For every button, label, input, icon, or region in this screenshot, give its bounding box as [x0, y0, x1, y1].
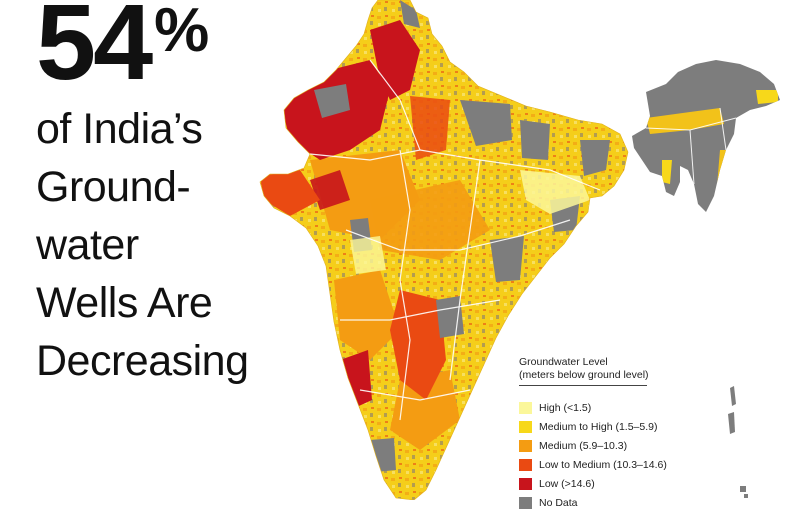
legend-label: No Data [539, 496, 578, 509]
subtitle-line: Wells Are [36, 279, 213, 327]
legend-item: Low to Medium (10.3–14.6) [519, 455, 779, 474]
legend-item: Medium (5.9–10.3) [519, 436, 779, 455]
legend-item: No Data [519, 493, 779, 512]
legend-swatch [519, 420, 532, 433]
stat-symbol: % [154, 0, 210, 65]
subtitle-line: Decreasing [36, 337, 249, 385]
legend-item: Medium to High (1.5–5.9) [519, 417, 779, 436]
headline-subtitle: of India’s Ground- water Wells Are Decre… [36, 100, 286, 390]
map-legend: Groundwater Level (meters below ground l… [519, 356, 779, 512]
stat-value: 54% [36, 0, 286, 96]
subtitle-line: water [36, 221, 139, 269]
legend-swatch [519, 439, 532, 452]
legend-swatch [519, 496, 532, 509]
subtitle-line: Ground- [36, 163, 191, 211]
island-groups [728, 386, 748, 498]
legend-item: Low (>14.6) [519, 474, 779, 493]
subtitle-line: of India’s [36, 105, 203, 153]
northeast-region [632, 60, 780, 212]
mainland-outline [259, 0, 629, 500]
legend-title: Groundwater Level (meters below ground l… [519, 356, 779, 382]
legend-divider [519, 385, 647, 386]
legend-label: Medium to High (1.5–5.9) [539, 420, 658, 433]
legend-label: Medium (5.9–10.3) [539, 439, 628, 452]
legend-items: High (<1.5) Medium to High (1.5–5.9) Med… [519, 398, 779, 512]
stat-number: 54 [36, 0, 153, 102]
legend-title-line: Groundwater Level [519, 356, 608, 368]
legend-item: High (<1.5) [519, 398, 779, 417]
legend-label: Low (>14.6) [539, 477, 595, 490]
india-groundwater-map [259, 0, 780, 500]
legend-label: Low to Medium (10.3–14.6) [539, 458, 667, 471]
legend-label: High (<1.5) [539, 401, 592, 414]
legend-swatch [519, 458, 532, 471]
legend-title-line: (meters below ground level) [519, 369, 649, 381]
headline: 54% of India’s Ground- water Wells Are D… [36, 0, 286, 390]
legend-swatch [519, 401, 532, 414]
legend-swatch [519, 477, 532, 490]
